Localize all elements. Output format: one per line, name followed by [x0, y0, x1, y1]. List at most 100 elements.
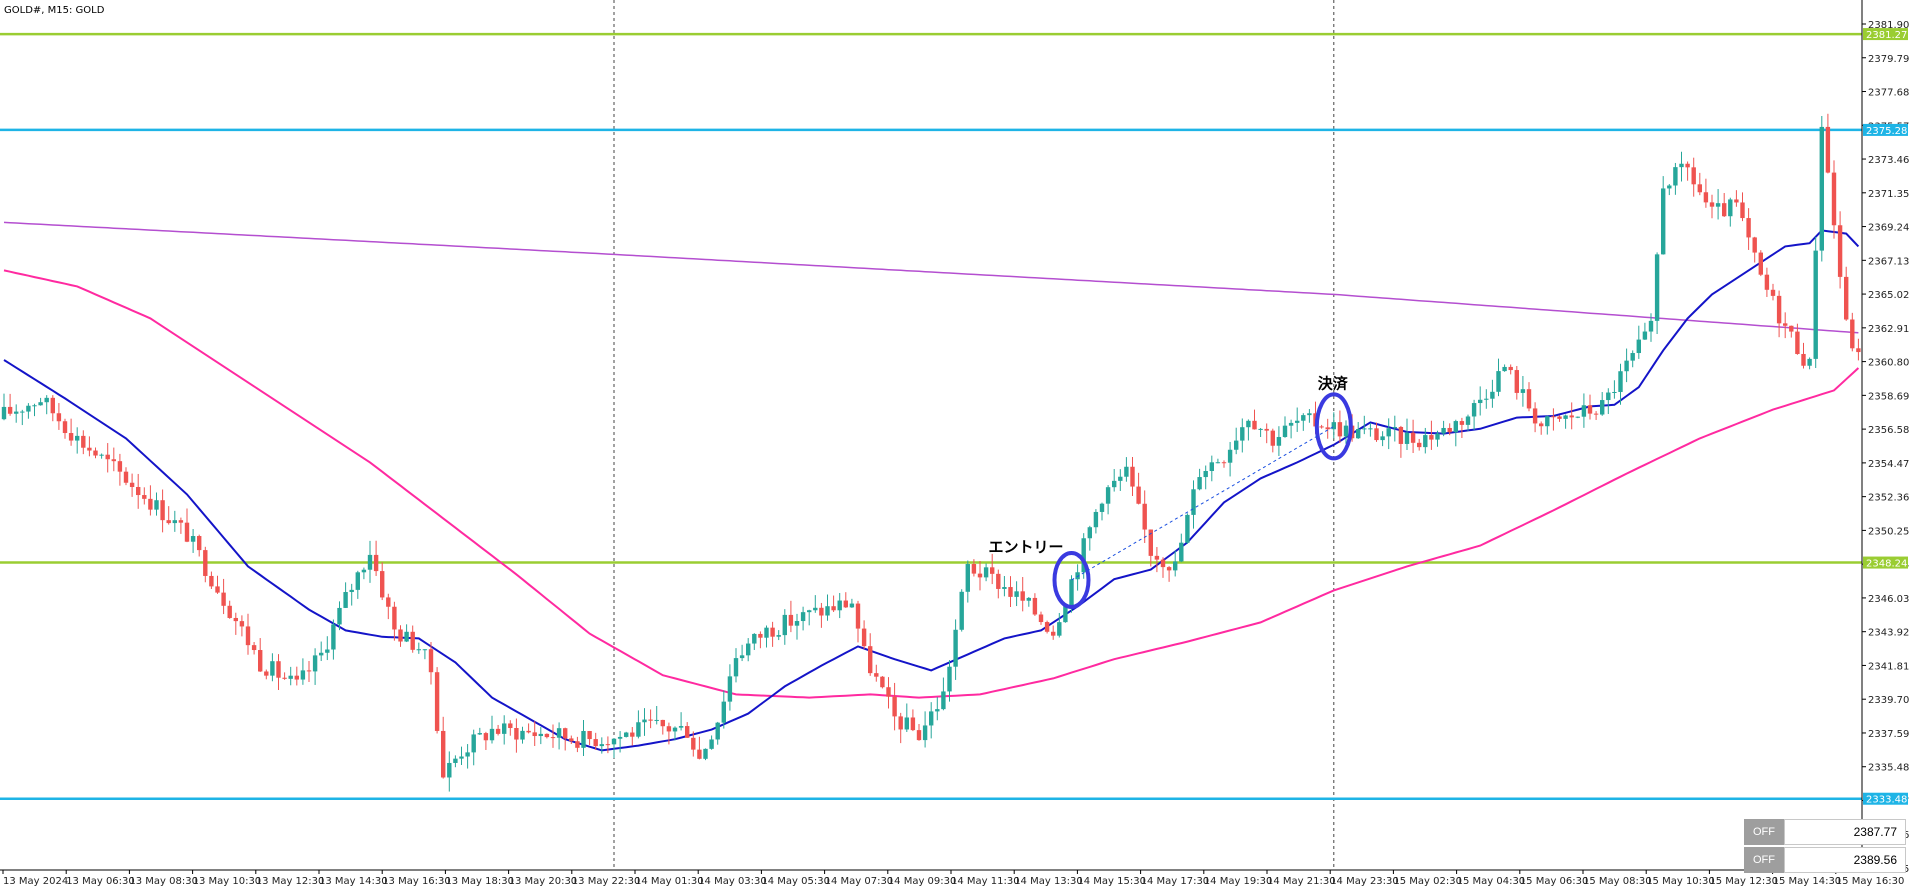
candle-body	[239, 621, 245, 627]
candle-body	[1740, 202, 1745, 219]
candle-body	[733, 658, 739, 677]
candle-body	[904, 717, 909, 730]
candle-body	[1417, 442, 1422, 448]
candle-body	[123, 471, 129, 483]
chart-title: GOLD#, M15: GOLD	[4, 5, 105, 16]
candle-body	[1258, 428, 1263, 430]
candle-body	[843, 600, 848, 608]
candle-body	[825, 606, 830, 616]
candle-body	[660, 719, 665, 727]
candle-body	[1642, 331, 1648, 340]
candle-body	[996, 573, 1001, 589]
candle-body	[1282, 425, 1288, 438]
candle-body	[630, 732, 635, 737]
candle-body	[1758, 252, 1763, 275]
candle-body	[813, 607, 818, 611]
candle-body	[868, 646, 873, 674]
candle-body	[306, 670, 312, 672]
candle-body	[50, 397, 55, 414]
time-tick-label: 13 May 18:30	[445, 876, 514, 887]
candle-body	[441, 730, 446, 778]
candle-body	[1703, 192, 1709, 203]
candle-body	[1478, 399, 1483, 404]
candle-body	[337, 607, 342, 625]
candle-body	[276, 661, 281, 678]
candle-body	[1709, 202, 1715, 207]
horizontal-levels[interactable]	[0, 32, 1862, 800]
candle-body	[166, 520, 171, 524]
candle-body	[325, 649, 330, 653]
candle-body	[251, 645, 257, 651]
annotations: エントリー 決済	[989, 374, 1353, 609]
candle-body	[624, 732, 629, 737]
candle-body	[1087, 527, 1092, 539]
candle-body	[1545, 416, 1550, 427]
candle-body	[319, 652, 324, 656]
level-labels: 2381.27 2375.28 2348.24 2333.48	[1863, 28, 1908, 806]
candle-body	[1423, 435, 1428, 448]
candle-body	[672, 727, 678, 732]
candle-body	[1075, 572, 1080, 580]
level-label-bg-3	[1863, 792, 1908, 805]
candle-body	[148, 498, 153, 510]
price-axis-background	[1862, 0, 1916, 888]
candle-body	[465, 752, 470, 757]
candle-body	[1380, 436, 1385, 441]
candle-body	[703, 748, 708, 759]
candle-body	[1624, 360, 1629, 372]
candle-body	[1539, 423, 1544, 427]
candle-body	[398, 629, 403, 642]
time-tick-label: 15 May 02:30	[1393, 876, 1462, 887]
candle-body	[654, 719, 659, 721]
candle-body	[758, 633, 763, 638]
candle-body	[953, 629, 958, 667]
price-tick-label: 2337.59	[1868, 729, 1909, 740]
candle-body	[416, 649, 421, 651]
candle-body	[1850, 319, 1855, 349]
candle-body	[453, 758, 458, 763]
candle-body	[1770, 289, 1776, 296]
candle-body	[874, 673, 879, 677]
price-tick-label: 2339.70	[1868, 695, 1909, 706]
candle-body	[373, 554, 379, 572]
off-button-1[interactable]: OFF	[1744, 819, 1784, 845]
time-tick-label: 15 May 14:30	[1773, 876, 1842, 887]
candle-body	[489, 728, 495, 741]
candle-body	[807, 610, 812, 613]
candle-body	[1789, 325, 1794, 332]
candle-body	[1844, 276, 1849, 320]
candle-body	[1600, 400, 1605, 415]
candle-body	[788, 614, 794, 626]
candle-body	[983, 567, 989, 578]
candle-body	[1288, 422, 1294, 426]
time-tick-label: 14 May 03:30	[698, 876, 767, 887]
price-tick-label: 2358.69	[1868, 391, 1909, 402]
price-tick-label: 2373.46	[1868, 155, 1909, 166]
candle-body	[203, 550, 208, 576]
candle-body	[1185, 514, 1190, 543]
candle-body	[935, 709, 940, 712]
candle-body	[1502, 366, 1507, 372]
candle-body	[1362, 428, 1367, 430]
candle-body	[20, 411, 25, 413]
candle-body	[245, 626, 251, 646]
candle-body	[1807, 358, 1812, 366]
candle-body	[1221, 462, 1227, 464]
candle-body	[1636, 339, 1641, 354]
candle-body	[1002, 587, 1007, 589]
candle-body	[1606, 392, 1611, 401]
price-tick-label: 2354.47	[1868, 459, 1909, 470]
candle-body	[26, 405, 31, 412]
candle-body	[93, 450, 98, 456]
candle-body	[233, 617, 238, 622]
candle-body	[38, 402, 43, 406]
candle-body	[599, 744, 604, 747]
time-tick-label: 14 May 21:30	[1267, 876, 1336, 887]
candle-body	[1246, 420, 1251, 428]
candle-body	[1551, 416, 1556, 418]
time-tick-label: 14 May 15:30	[1077, 876, 1146, 887]
off-button-2[interactable]: OFF	[1744, 847, 1784, 873]
candle-body	[1459, 421, 1465, 425]
candle-body	[831, 606, 836, 611]
